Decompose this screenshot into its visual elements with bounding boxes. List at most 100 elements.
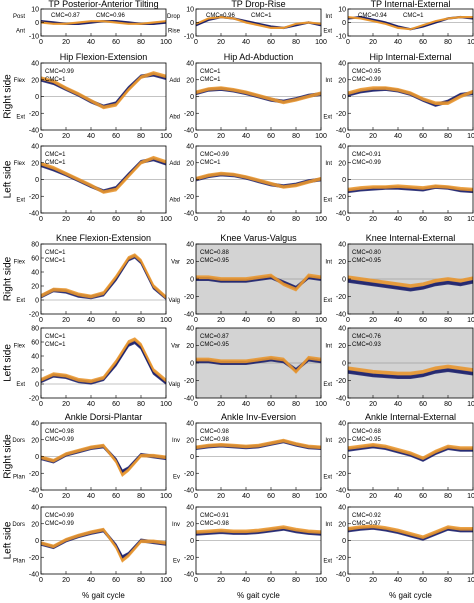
panel-background — [41, 244, 166, 314]
series-line — [40, 72, 167, 109]
series-line — [347, 527, 473, 540]
row-title: Hip Internal-External — [369, 52, 451, 62]
direction-label: Dors — [12, 438, 25, 444]
y-tick-label: -40 — [29, 128, 39, 135]
x-tick-label: 60 — [419, 216, 427, 223]
cmc-label: CMC=0.99 — [352, 160, 382, 166]
y-tick-label: -40 — [29, 572, 39, 579]
x-tick-label: 0 — [346, 133, 350, 140]
y-tick-label: 10 — [338, 7, 346, 14]
y-tick-label: 80 — [31, 326, 39, 333]
x-tick-label: 0 — [39, 401, 43, 408]
cmc-label: CMC=0.99 — [45, 521, 75, 527]
side-label: Right side — [3, 74, 14, 119]
direction-label: Var — [171, 260, 180, 266]
x-tick-label: 60 — [267, 133, 275, 140]
x-tick-label: 0 — [346, 317, 350, 324]
series-line — [347, 446, 473, 462]
x-tick-label: 20 — [217, 493, 225, 500]
x-tick-label: 40 — [87, 577, 95, 584]
y-tick-label: -20 — [29, 111, 39, 118]
cmc-label: CMC=0.92 — [352, 513, 382, 519]
x-tick-label: 80 — [292, 577, 300, 584]
direction-label: Int — [325, 14, 332, 20]
x-tick-label: 80 — [444, 216, 452, 223]
x-tick-label: 40 — [394, 317, 402, 324]
series-line — [347, 185, 474, 190]
x-tick-label: 100 — [315, 39, 327, 46]
y-tick-label: -40 — [29, 211, 39, 218]
x-tick-label: 80 — [137, 401, 145, 408]
y-tick-label: 20 — [186, 343, 194, 350]
cmc-label: CMC=0.98 — [200, 521, 230, 527]
x-tick-label: 0 — [39, 39, 43, 46]
x-tick-label: 60 — [112, 216, 120, 223]
x-tick-label: 60 — [112, 39, 120, 46]
y-tick-label: 20 — [338, 160, 346, 167]
cmc-label: CMC=1 — [45, 250, 66, 256]
direction-label: Ext — [16, 115, 25, 121]
x-tick-label: 60 — [419, 317, 427, 324]
x-tick-label: 100 — [160, 401, 172, 408]
series-line — [347, 446, 473, 462]
row-title: Ankle Inv-Eversion — [221, 412, 296, 422]
x-tick-label: 60 — [267, 493, 275, 500]
y-tick-label: -40 — [336, 128, 346, 135]
x-axis-label: % gait cycle — [389, 591, 432, 600]
y-tick-label: -20 — [29, 194, 39, 201]
cmc-label: CMC=1 — [45, 342, 66, 348]
series-line — [40, 157, 167, 194]
x-tick-label: 100 — [467, 577, 474, 584]
x-tick-label: 100 — [467, 401, 474, 408]
y-tick-label: -40 — [336, 211, 346, 218]
x-tick-label: 80 — [444, 493, 452, 500]
y-tick-label: 0 — [35, 298, 39, 305]
y-tick-label: -40 — [336, 312, 346, 319]
series-line — [40, 337, 167, 381]
row-title: Hip Flexion-Extension — [60, 52, 148, 62]
direction-label: Abd — [169, 115, 180, 121]
y-tick-label: 40 — [338, 144, 346, 151]
cmc-label: CMC=0.76 — [352, 334, 382, 340]
x-tick-label: 80 — [137, 317, 145, 324]
cmc-label: CMC=1 — [45, 334, 66, 340]
y-tick-label: -20 — [29, 471, 39, 478]
direction-label: Int — [325, 522, 332, 528]
x-axis-label: % gait cycle — [237, 591, 280, 600]
cmc-label: CMC=0.98 — [45, 429, 75, 435]
cmc-label: CMC=0.93 — [352, 342, 382, 348]
series-line — [195, 526, 322, 534]
x-tick-label: 0 — [194, 401, 198, 408]
column-title: TP Posterior-Anterior Tilting — [48, 0, 158, 9]
y-tick-label: 0 — [190, 94, 194, 101]
series-line — [347, 445, 473, 461]
y-tick-label: -40 — [184, 396, 194, 403]
side-label: Right side — [3, 434, 14, 479]
x-tick-label: 20 — [217, 401, 225, 408]
x-tick-label: 60 — [267, 577, 275, 584]
x-tick-label: 0 — [346, 401, 350, 408]
series-line — [347, 16, 473, 30]
y-tick-label: 60 — [31, 256, 39, 263]
y-tick-label: -20 — [336, 294, 346, 301]
cmc-label: CMC=1 — [45, 258, 66, 264]
row-title: Knee Varus-Valgus — [220, 233, 297, 243]
y-tick-label: 40 — [186, 505, 194, 512]
y-tick-label: 0 — [35, 454, 39, 461]
series-line — [347, 276, 474, 287]
direction-label: Flex — [14, 78, 25, 84]
x-tick-label: 40 — [242, 39, 250, 46]
series-line — [195, 86, 322, 102]
series-line — [347, 367, 474, 376]
direction-label: Int — [325, 438, 332, 444]
y-tick-label: 0 — [190, 20, 194, 27]
x-tick-label: 80 — [137, 133, 145, 140]
series-line — [40, 20, 167, 24]
y-tick-label: -20 — [184, 555, 194, 562]
x-tick-label: 100 — [160, 493, 172, 500]
y-tick-label: 0 — [190, 538, 194, 545]
direction-label: Valg — [168, 298, 180, 304]
row-title: Knee Internal-External — [366, 233, 456, 243]
cmc-label: CMC=0.87 — [200, 334, 230, 340]
x-tick-label: 100 — [160, 133, 172, 140]
